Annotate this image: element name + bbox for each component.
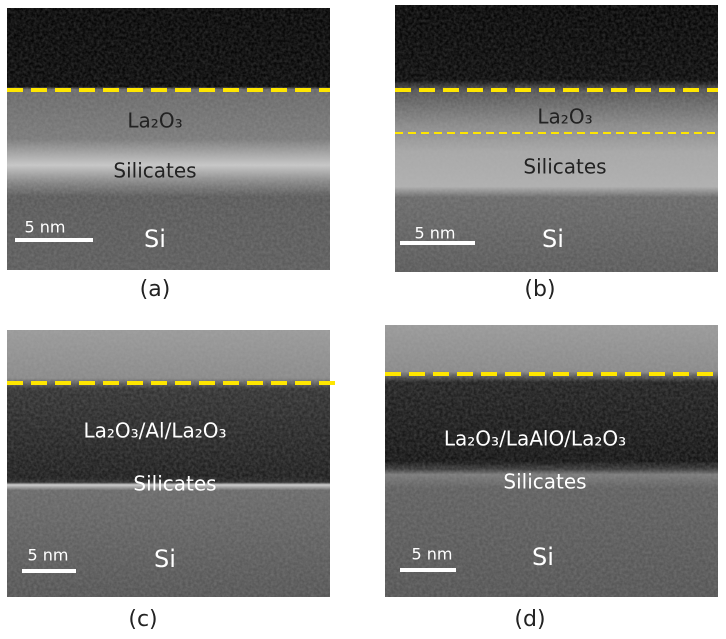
layer-label: La₂O₃: [537, 105, 592, 129]
layer-label: La₂O₃: [127, 109, 182, 133]
scale-bar-label: 5 nm: [412, 545, 453, 564]
layer-label: Silicates: [503, 470, 586, 494]
scale-bar-label: 5 nm: [28, 546, 69, 565]
layer-label: Silicates: [113, 159, 196, 183]
tem-image: La₂O₃ Silicates Si 5 nm: [395, 5, 718, 272]
layer-label: Si: [532, 543, 554, 571]
scale-bar-label: 5 nm: [25, 218, 66, 237]
tem-image: La₂O₃ Silicates Si 5 nm: [7, 8, 330, 270]
panel-caption: (b): [524, 277, 555, 302]
image-texture: [395, 5, 718, 272]
image-texture: [7, 330, 330, 597]
layer-label: Si: [154, 545, 176, 573]
scale-bar-label: 5 nm: [415, 224, 456, 243]
tem-image: La₂O₃/LaAlO/La₂O₃ Silicates Si 5 nm: [385, 325, 718, 597]
layer-label: Si: [542, 225, 564, 253]
tem-image: La₂O₃/Al/La₂O₃ Silicates Si 5 nm: [7, 330, 338, 597]
layer-label: La₂O₃/Al/La₂O₃: [83, 419, 226, 443]
panel-caption: (a): [140, 277, 171, 302]
panel-caption: (c): [128, 607, 157, 632]
layer-label: Si: [144, 225, 166, 253]
image-texture: [385, 325, 718, 597]
layer-label: Silicates: [133, 472, 216, 496]
layer-label: Silicates: [523, 155, 606, 179]
image-texture: [7, 8, 330, 270]
layer-label: La₂O₃/LaAlO/La₂O₃: [444, 427, 626, 451]
panel-caption: (d): [514, 607, 545, 632]
